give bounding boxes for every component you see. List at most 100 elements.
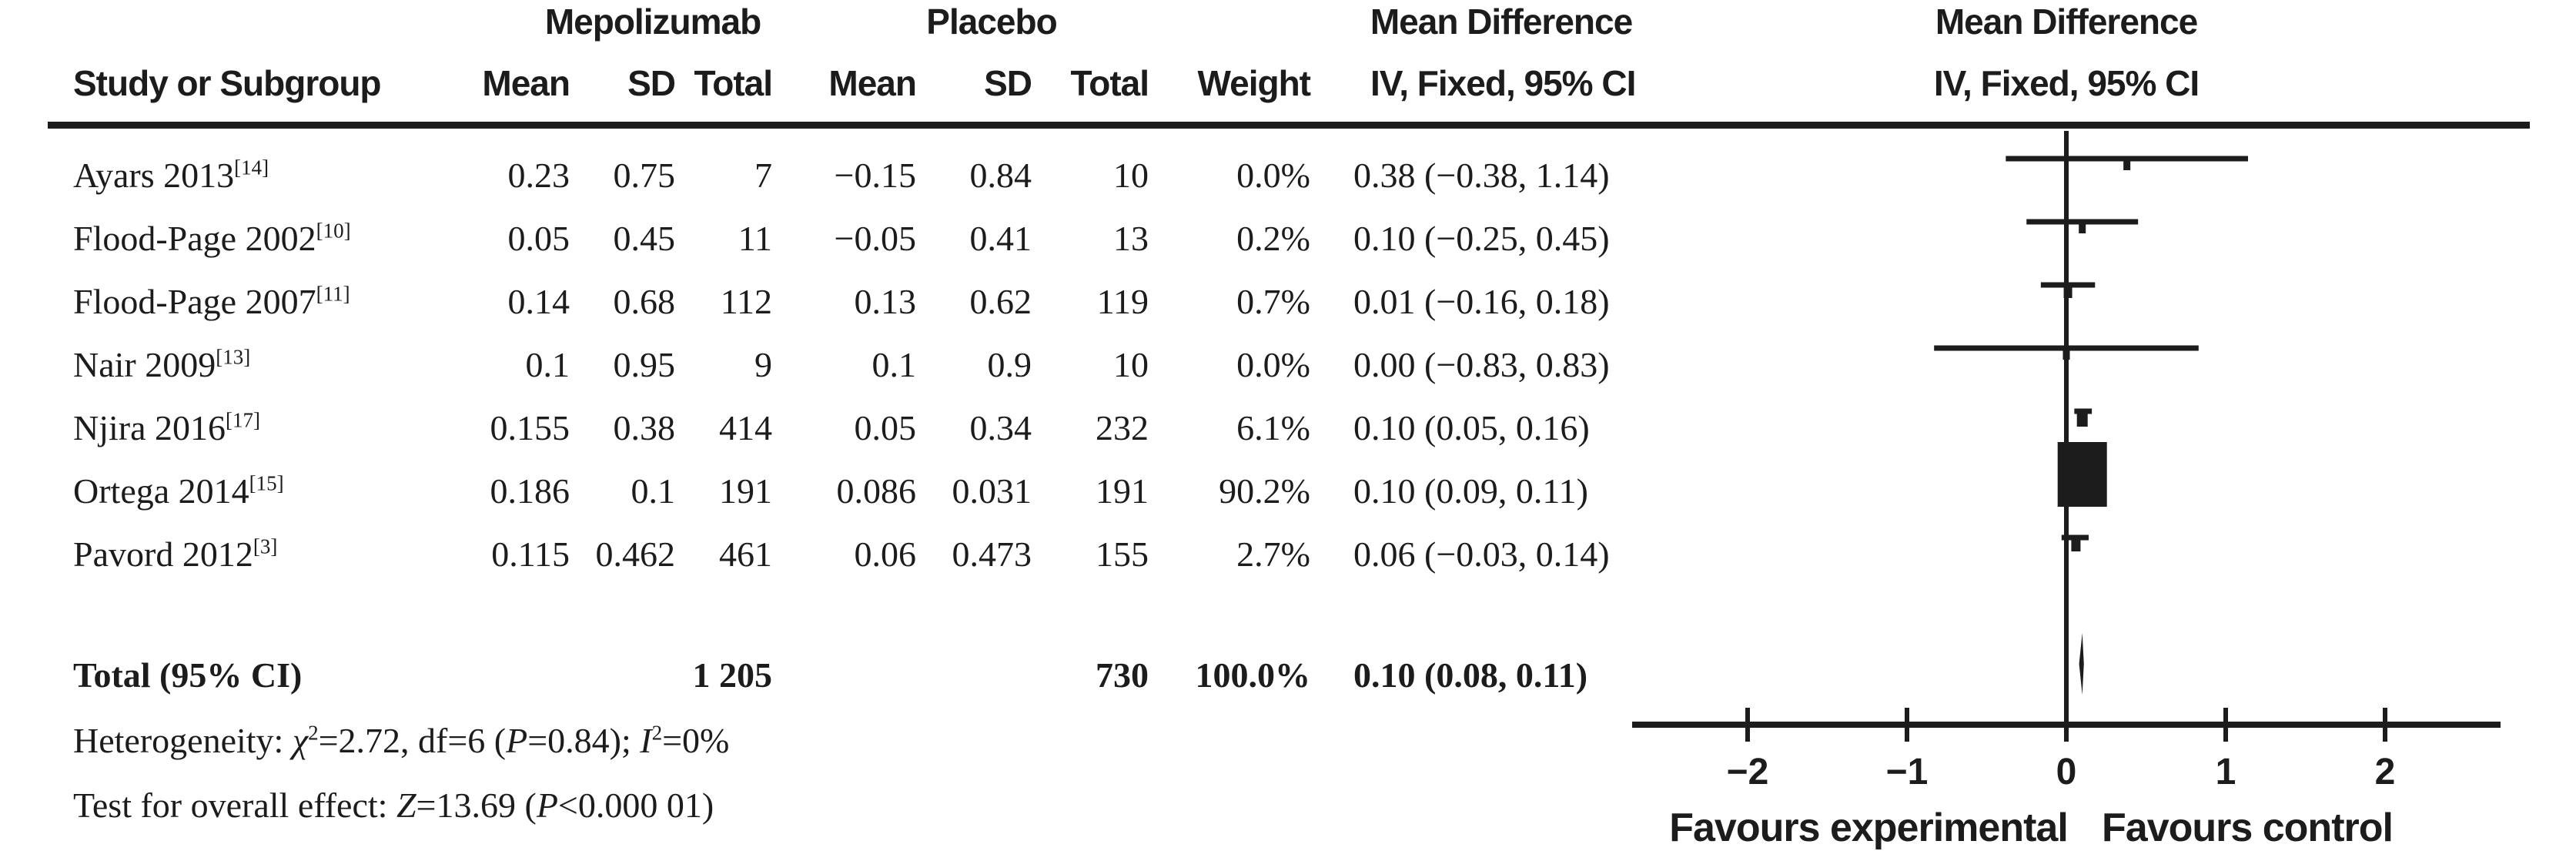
stat-symbol: I xyxy=(640,721,652,760)
mepolizumab-mean: 0.1 xyxy=(525,345,570,384)
axis-tick-label: −1 xyxy=(1886,752,1929,792)
mepolizumab-total: 112 xyxy=(720,282,772,321)
study-reference: [3] xyxy=(253,534,278,558)
study-label: Flood-Page 2002[10] xyxy=(73,219,351,258)
placebo-mean: 0.06 xyxy=(854,534,917,574)
table-row: Nair 2009[13] 0.1 0.95 9 0.1 0.9 10 0.0% 0.00 (−… xyxy=(0,341,2576,389)
col-header-placebo-mean: Mean xyxy=(828,63,917,103)
effect-square xyxy=(2079,224,2086,233)
effect-square xyxy=(2076,414,2088,427)
placebo-sd: 0.031 xyxy=(952,471,1032,511)
placebo-mean: −0.15 xyxy=(834,156,916,195)
placebo-total: 13 xyxy=(1113,219,1149,258)
placebo-sd: 0.473 xyxy=(952,534,1032,574)
effect-square xyxy=(2057,442,2107,507)
effect-square xyxy=(2063,287,2073,298)
col-header-weight: Weight xyxy=(1197,63,1311,103)
total-row: Total (95% CI) 1 205 730 100.0% 0.10 (0.… xyxy=(0,652,2576,699)
mepolizumab-total: 191 xyxy=(719,471,772,511)
ci-text: 0.01 (−0.16, 0.18) xyxy=(1353,282,1610,321)
table-row: Ortega 2014[15] 0.186 0.1 191 0.086 0.031 191 9… xyxy=(0,467,2576,515)
mepolizumab-mean: 0.14 xyxy=(507,282,570,321)
ci-text: 0.10 (0.09, 0.11) xyxy=(1353,471,1588,511)
favours-experimental-label: Favours experimental xyxy=(1669,806,2068,850)
table-row: Ayars 2013[14] 0.23 0.75 7 −0.15 0.84 10 0.0% 0.… xyxy=(0,152,2576,199)
placebo-total: 232 xyxy=(1096,408,1149,447)
weight-value: 0.0% xyxy=(1236,156,1310,195)
overall-effect-line: Test for overall effect: Z=13.69 (P<0.00… xyxy=(73,782,714,829)
col-header-mepo-mean: Mean xyxy=(482,63,570,103)
weight-value: 0.2% xyxy=(1236,219,1310,258)
placebo-total: 155 xyxy=(1096,534,1149,574)
mepolizumab-mean: 0.23 xyxy=(507,156,570,195)
mepolizumab-mean: 0.186 xyxy=(490,471,570,511)
study-label: Ortega 2014[15] xyxy=(73,471,284,511)
table-row: Pavord 2012[3] 0.115 0.462 461 0.06 0.473 155 2… xyxy=(0,531,2576,578)
col-header-ci-left: IV, Fixed, 95% CI xyxy=(1370,63,1636,103)
study-label: Njira 2016[17] xyxy=(73,408,260,447)
effect-square xyxy=(2123,161,2131,170)
mepolizumab-total: 9 xyxy=(754,345,772,384)
ci-text: 0.10 (0.05, 0.16) xyxy=(1353,408,1590,447)
favours-control-label: Favours control xyxy=(2102,806,2393,850)
study-reference: [10] xyxy=(316,219,351,243)
total-label: Total (95% CI) xyxy=(73,655,303,695)
mepolizumab-sd: 0.1 xyxy=(631,471,676,511)
placebo-total: 119 xyxy=(1096,282,1149,321)
weight-value: 2.7% xyxy=(1236,534,1310,574)
total-mepolizumab-n: 1 205 xyxy=(692,655,773,695)
mepolizumab-mean: 0.05 xyxy=(507,219,570,258)
heterogeneity-line: Heterogeneity: χ2=2.72, df=6 (P=0.84); I… xyxy=(73,717,729,765)
study-reference: [13] xyxy=(216,345,251,369)
placebo-sd: 0.9 xyxy=(987,345,1032,384)
group-header-mean-difference-right: Mean Difference xyxy=(1935,2,2198,42)
placebo-total: 10 xyxy=(1113,156,1149,195)
weight-value: 0.7% xyxy=(1236,282,1310,321)
placebo-mean: −0.05 xyxy=(834,219,916,258)
weight-value: 90.2% xyxy=(1219,471,1310,511)
total-weight: 100.0% xyxy=(1195,655,1311,695)
placebo-sd: 0.34 xyxy=(969,408,1032,447)
study-label: Pavord 2012[3] xyxy=(73,534,278,574)
axis-tick-label: 2 xyxy=(2375,752,2396,792)
mepolizumab-sd: 0.75 xyxy=(613,156,676,195)
stat-symbol: P xyxy=(536,786,558,825)
placebo-sd: 0.41 xyxy=(969,219,1032,258)
table-row: Flood-Page 2007[11] 0.14 0.68 112 0.13 0.62 11… xyxy=(0,278,2576,326)
weight-value: 6.1% xyxy=(1236,408,1310,447)
mepolizumab-mean: 0.155 xyxy=(490,408,570,447)
stat-text: 2 xyxy=(651,721,663,745)
placebo-sd: 0.84 xyxy=(969,156,1032,195)
mepolizumab-sd: 0.45 xyxy=(613,219,676,258)
mepolizumab-total: 7 xyxy=(754,156,772,195)
placebo-mean: 0.13 xyxy=(854,282,917,321)
placebo-mean: 0.05 xyxy=(854,408,917,447)
col-header-mepo-total: Total xyxy=(694,63,773,103)
ci-text: 0.06 (−0.03, 0.14) xyxy=(1353,534,1610,574)
mepolizumab-total: 461 xyxy=(719,534,772,574)
axis-tick-label: 0 xyxy=(2056,752,2077,792)
study-reference: [15] xyxy=(249,471,284,495)
col-header-mepo-sd: SD xyxy=(627,63,676,103)
mepolizumab-sd: 0.68 xyxy=(613,282,676,321)
mepolizumab-sd: 0.95 xyxy=(613,345,676,384)
stat-text: =0.84); xyxy=(527,721,641,760)
ci-text: 0.10 (−0.25, 0.45) xyxy=(1353,219,1610,258)
mepolizumab-sd: 0.38 xyxy=(613,408,676,447)
pooled-diamond xyxy=(2079,633,2084,695)
mepolizumab-sd: 0.462 xyxy=(595,534,676,574)
col-header-ci-right: IV, Fixed, 95% CI xyxy=(1933,63,2200,103)
stat-text: Heterogeneity: xyxy=(73,721,293,760)
effect-square xyxy=(2062,350,2070,360)
placebo-mean: 0.1 xyxy=(871,345,917,384)
mepolizumab-total: 414 xyxy=(719,408,772,447)
group-header-mean-difference-left: Mean Difference xyxy=(1370,2,1633,42)
ci-text: 0.38 (−0.38, 1.14) xyxy=(1353,156,1610,195)
ci-text: 0.00 (−0.83, 0.83) xyxy=(1353,345,1610,384)
header-divider-rule xyxy=(48,122,2530,129)
study-reference: [14] xyxy=(234,156,269,179)
placebo-mean: 0.086 xyxy=(836,471,917,511)
placebo-total: 191 xyxy=(1096,471,1149,511)
